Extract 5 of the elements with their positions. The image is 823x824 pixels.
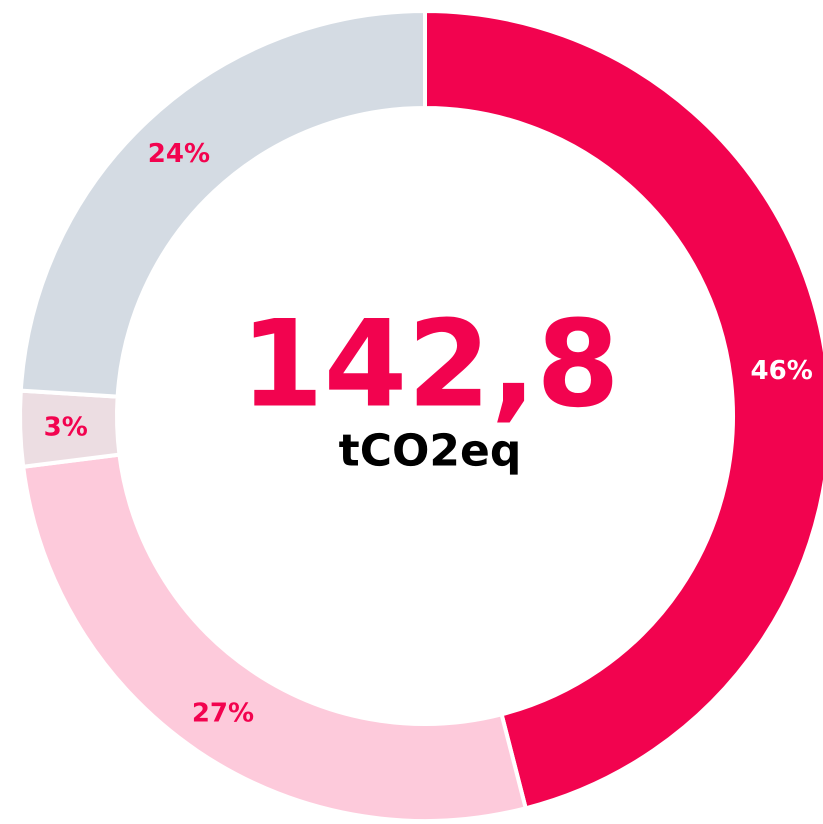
data-label: 3% [44, 412, 88, 442]
data-label: 24% [148, 138, 210, 169]
data-label: 46% [750, 356, 813, 386]
text: tCO2eq [338, 426, 522, 476]
data-label: 27% [192, 698, 254, 728]
